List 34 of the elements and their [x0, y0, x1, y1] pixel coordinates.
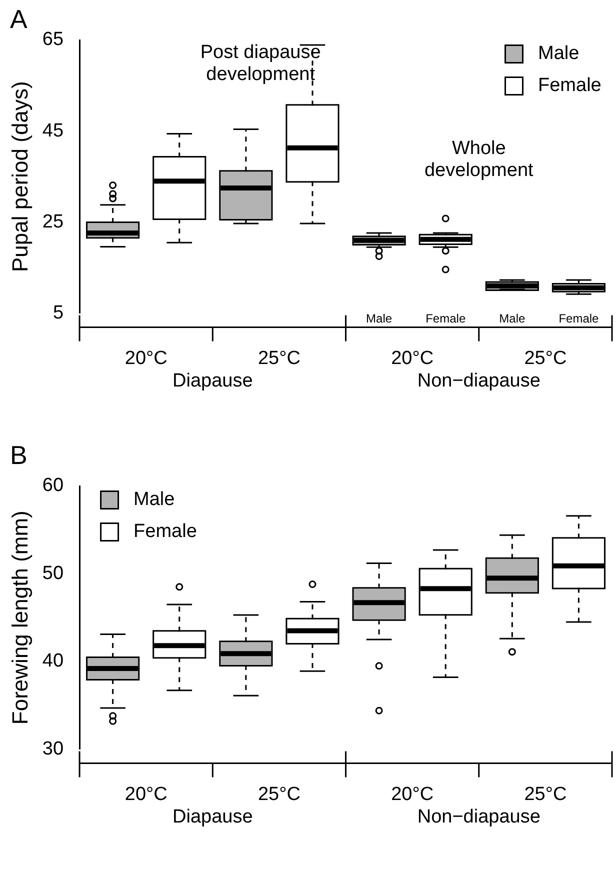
- x-tick-label: 20°C: [124, 348, 168, 369]
- y-tick-label: 45: [42, 120, 64, 142]
- annotation: Female: [426, 312, 466, 326]
- y-tick-label: 65: [42, 29, 64, 50]
- legend-label: Male: [538, 43, 580, 64]
- text: Diapause: [172, 806, 253, 828]
- annotation: Whole development: [424, 138, 534, 181]
- legend-label: Female: [134, 521, 197, 542]
- x-tick-label: 20°C: [124, 784, 168, 805]
- text: Non−diapause: [417, 806, 540, 828]
- chart-title: A: [10, 4, 28, 34]
- legend-label: Female: [538, 75, 602, 96]
- x-tick-label: 20°C: [391, 784, 434, 805]
- x-tick-label: 25°C: [524, 784, 567, 805]
- text: Non−diapause: [417, 370, 540, 392]
- annotation: Male: [499, 312, 526, 326]
- annotation: Female: [558, 312, 600, 326]
- x-tick-label: 25°C: [258, 348, 300, 369]
- x-tick-label: 20°C: [391, 348, 434, 369]
- y-tick-label: 5: [52, 302, 64, 324]
- y-tick-label: 25: [42, 211, 64, 232]
- y-tick-label: 60: [42, 475, 64, 496]
- annotation: Post diapause development: [200, 42, 321, 85]
- y-axis-title: Pupal period (days): [7, 81, 32, 272]
- chart-title: B: [10, 440, 28, 470]
- y-axis-title: Forewing length (mm): [7, 510, 32, 725]
- x-tick-label: 25°C: [524, 348, 567, 369]
- y-tick-label: 50: [42, 562, 64, 584]
- annotation: Male: [366, 312, 392, 326]
- y-tick-label: 40: [42, 650, 64, 672]
- x-tick-label: 25°C: [258, 784, 300, 805]
- y-tick-label: 30: [42, 738, 64, 760]
- text: Diapause: [172, 370, 253, 392]
- legend-label: Male: [134, 489, 175, 510]
